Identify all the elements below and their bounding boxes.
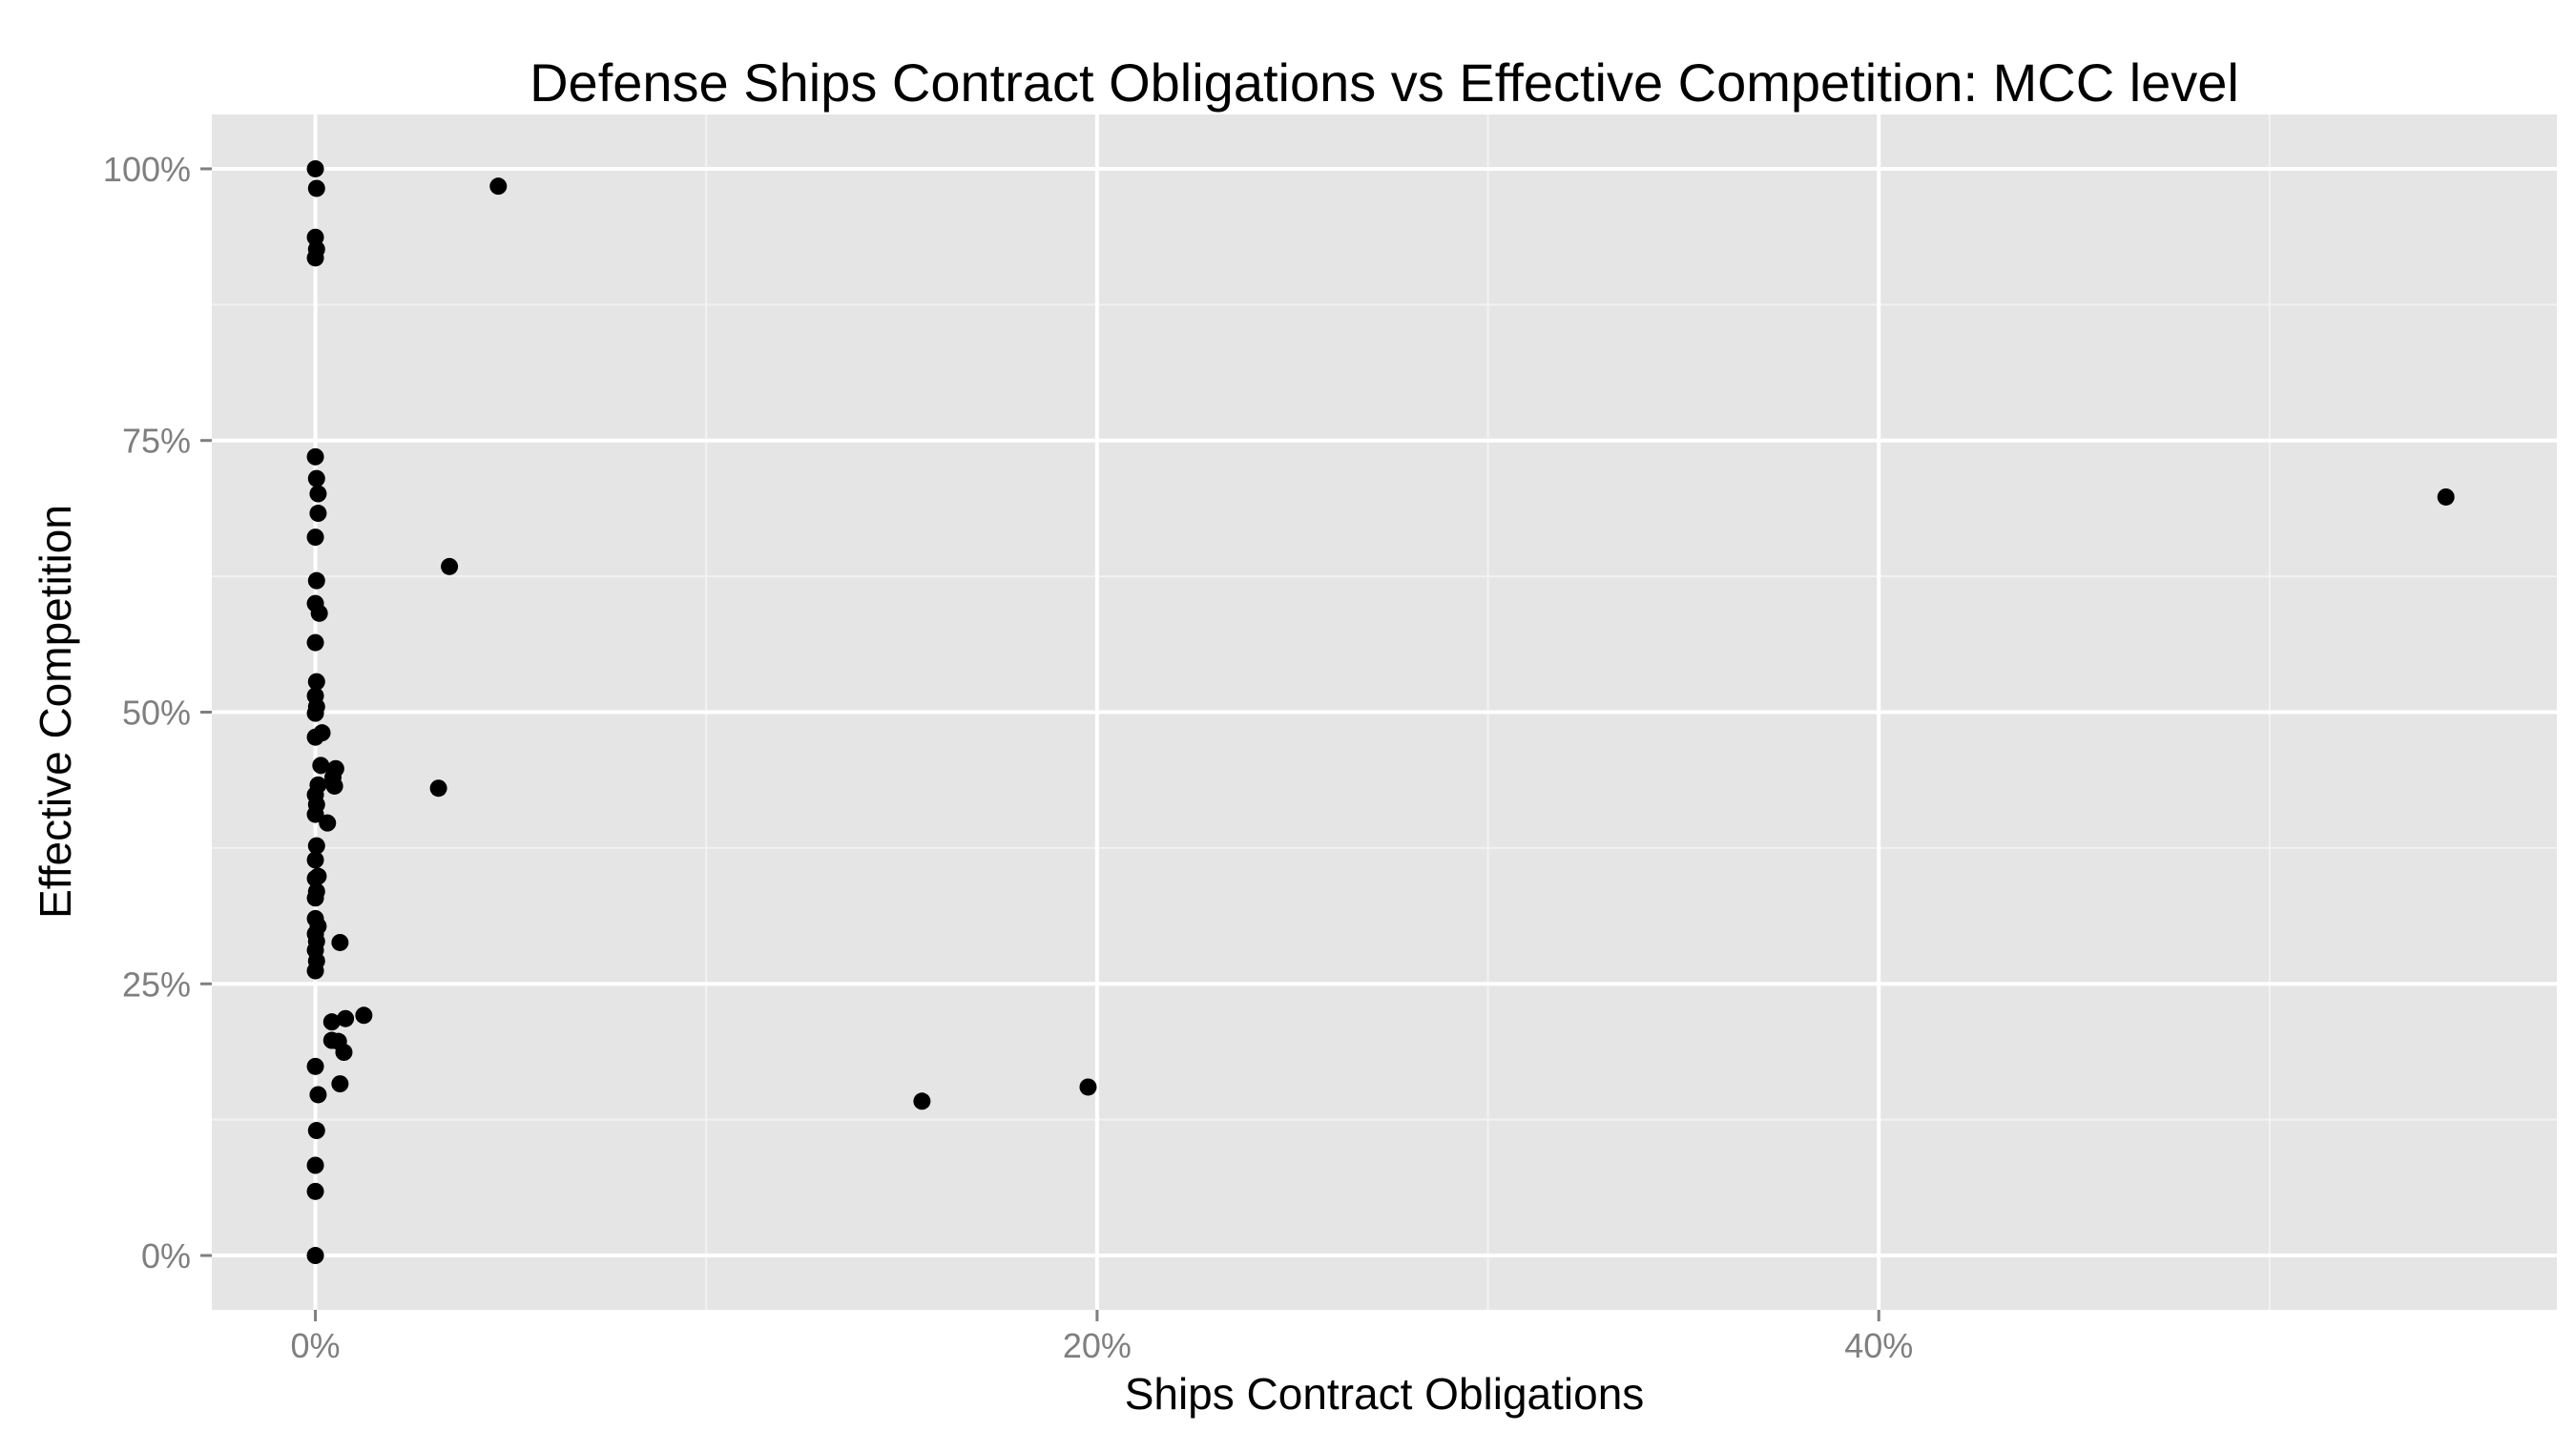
x-axis-ticks: 0% 20% 40% — [291, 1310, 1913, 1365]
x-axis-title: Ships Contract Obligations — [1125, 1369, 1645, 1419]
data-point — [441, 557, 459, 575]
data-point — [331, 1075, 349, 1093]
data-point — [309, 505, 327, 523]
data-point — [322, 1013, 341, 1031]
data-point — [306, 889, 324, 907]
data-point — [309, 485, 327, 503]
data-point — [306, 1247, 324, 1265]
data-point — [319, 814, 337, 832]
x-tick-label: 20% — [1063, 1326, 1132, 1365]
data-point — [306, 633, 324, 652]
data-point — [306, 249, 324, 267]
data-point — [2437, 487, 2455, 506]
data-point — [337, 1009, 355, 1027]
data-point — [307, 673, 325, 691]
data-point — [1079, 1078, 1097, 1096]
data-point — [309, 1086, 327, 1104]
x-tick-label: 40% — [1844, 1326, 1913, 1365]
data-point — [307, 1122, 325, 1140]
y-tick-label: 75% — [122, 422, 191, 461]
y-tick-label: 50% — [122, 694, 191, 733]
data-point — [335, 1044, 353, 1062]
data-point — [307, 837, 325, 855]
data-point — [306, 728, 324, 746]
data-point — [355, 1006, 373, 1025]
y-axis-ticks: 0% 25% 50% 75% 100% — [103, 150, 212, 1275]
data-point — [307, 469, 325, 487]
major-gridlines — [212, 114, 2557, 1310]
data-point — [312, 757, 330, 775]
y-tick-label: 100% — [103, 150, 191, 189]
data-point — [306, 869, 324, 887]
data-point — [306, 962, 324, 980]
x-tick-label: 0% — [291, 1326, 341, 1365]
y-tick-label: 25% — [122, 964, 191, 1004]
data-point — [306, 529, 324, 547]
chart-title: Defense Ships Contract Obligations vs Ef… — [530, 52, 2239, 113]
data-point — [310, 604, 328, 622]
data-point — [306, 159, 324, 177]
data-points — [306, 159, 2455, 1265]
y-tick-label: 0% — [141, 1236, 191, 1275]
data-point — [306, 851, 324, 869]
data-point — [489, 177, 508, 196]
data-point — [331, 933, 349, 951]
data-point — [306, 1156, 324, 1174]
data-point — [325, 777, 343, 795]
data-point — [913, 1092, 931, 1110]
data-point — [307, 179, 325, 197]
data-point — [306, 447, 324, 466]
data-point — [306, 704, 324, 722]
data-point — [307, 571, 325, 590]
data-point — [429, 779, 447, 798]
y-axis-title: Effective Competition — [31, 505, 80, 919]
data-point — [306, 1057, 324, 1075]
data-point — [306, 1182, 324, 1200]
data-point — [306, 805, 324, 823]
